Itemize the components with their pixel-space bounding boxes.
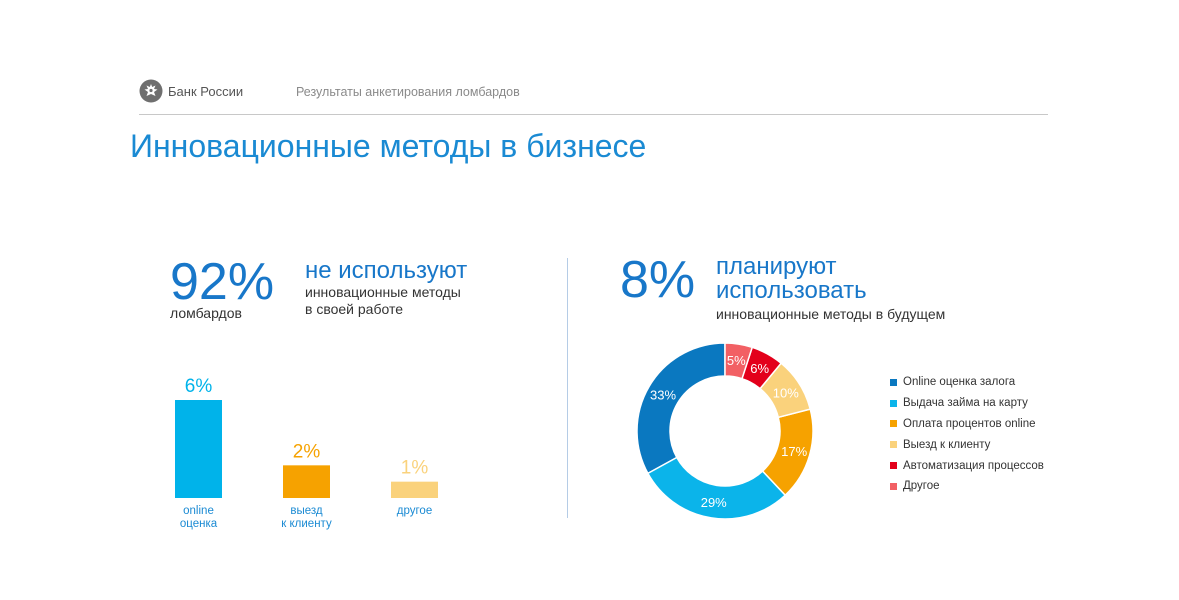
left-under-label: ломбардов bbox=[170, 305, 242, 321]
left-big-percent: 92% bbox=[170, 253, 275, 311]
bar-value-label-3: 1% bbox=[401, 458, 429, 479]
bar-value-label-2: 2% bbox=[293, 441, 321, 462]
bar-category-label-3: другое bbox=[397, 505, 432, 517]
bank-logo-icon bbox=[139, 79, 163, 103]
donut-chart: 33% 29% 17% 10% 6% 5% bbox=[636, 342, 814, 520]
legend-item-1: Online оценка залога bbox=[890, 372, 1044, 393]
donut-value-label-6: 5% bbox=[727, 353, 746, 368]
donut-value-label-5: 6% bbox=[750, 361, 769, 376]
donut-value-label-3: 17% bbox=[781, 444, 807, 459]
legend-swatch bbox=[890, 378, 897, 386]
left-subline-1: инновационные методы bbox=[305, 284, 461, 300]
donut-slice-4 bbox=[759, 362, 812, 419]
legend-item-4: Выезд к клиенту bbox=[890, 434, 1044, 455]
donut-slice-6 bbox=[724, 342, 754, 380]
bar-value-label-1: 6% bbox=[185, 376, 213, 397]
legend-swatch bbox=[890, 462, 897, 470]
bar-3 bbox=[391, 481, 438, 498]
header-divider bbox=[139, 114, 1048, 115]
bar-chart: 6% online оценка 2% выезд к клиенту 1% другое bbox=[175, 376, 438, 530]
legend-label: Выезд к клиенту bbox=[903, 438, 991, 451]
legend-label: Выдача займа на карту bbox=[903, 397, 1028, 410]
legend-label: Автоматизация процессов bbox=[903, 459, 1044, 472]
legend-swatch bbox=[890, 399, 897, 407]
bar-1 bbox=[175, 400, 222, 498]
donut-slice-5 bbox=[741, 346, 783, 390]
bar-category-label-1: online оценка bbox=[180, 505, 218, 530]
bar-2 bbox=[283, 465, 330, 498]
legend-item-5: Автоматизация процессов bbox=[890, 455, 1044, 476]
legend-swatch bbox=[890, 482, 897, 490]
left-headline: не используют bbox=[305, 257, 468, 284]
legend-label: Другое bbox=[903, 480, 940, 493]
legend-swatch bbox=[890, 420, 897, 428]
legend-item-2: Выдача займа на карту bbox=[890, 393, 1044, 414]
donut-value-label-1: 33% bbox=[650, 387, 676, 402]
legend-item-3: Оплата процентов online bbox=[890, 414, 1044, 435]
donut-slice-3 bbox=[761, 408, 814, 497]
bar-category-label-2: выезд к клиенту bbox=[281, 505, 332, 530]
donut-slice-1 bbox=[636, 342, 726, 475]
right-big-percent: 8% bbox=[620, 251, 696, 309]
section-divider bbox=[567, 258, 568, 518]
right-headline-2: использовать bbox=[716, 277, 867, 304]
right-headline-1: планируют bbox=[716, 253, 837, 280]
donut-slice-2 bbox=[646, 456, 787, 520]
donut-legend: Online оценка залога Выдача займа на карт… bbox=[890, 372, 1044, 497]
document-title: Результаты анкетирования ломбардов bbox=[296, 85, 520, 99]
left-subline-2: в своей работе bbox=[305, 301, 403, 317]
donut-value-label-2: 29% bbox=[701, 495, 727, 510]
legend-label: Оплата процентов online bbox=[903, 417, 1036, 430]
legend-swatch bbox=[890, 441, 897, 449]
bank-name: Банк России bbox=[168, 84, 244, 99]
page-title: Инновационные методы в бизнесе bbox=[130, 128, 647, 164]
legend-label: Online оценка залога bbox=[903, 376, 1016, 389]
right-subline: инновационные методы в будущем bbox=[716, 306, 946, 322]
legend-item-6: Другое bbox=[890, 476, 1044, 497]
donut-value-label-4: 10% bbox=[773, 385, 799, 400]
